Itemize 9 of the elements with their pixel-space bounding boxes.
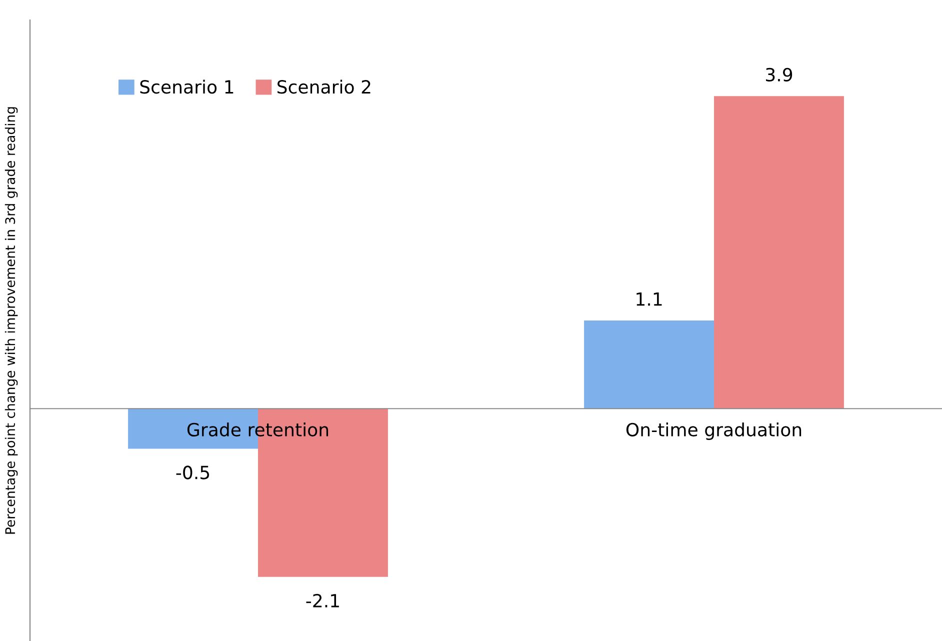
x-tick-label: Grade retention — [187, 422, 328, 436]
data-label: 3.9 — [766, 68, 792, 82]
data-label: 1.1 — [636, 292, 662, 306]
data-label: -2.1 — [306, 594, 339, 608]
y-axis-title: Percentage point change with improvement in 3rd grade reading — [4, 107, 18, 534]
legend-label: Scenario 1 — [140, 80, 234, 94]
legend-label: Scenario 2 — [278, 80, 370, 94]
x-tick-label: On-time graduation — [626, 422, 802, 440]
data-label: -0.5 — [176, 466, 210, 480]
